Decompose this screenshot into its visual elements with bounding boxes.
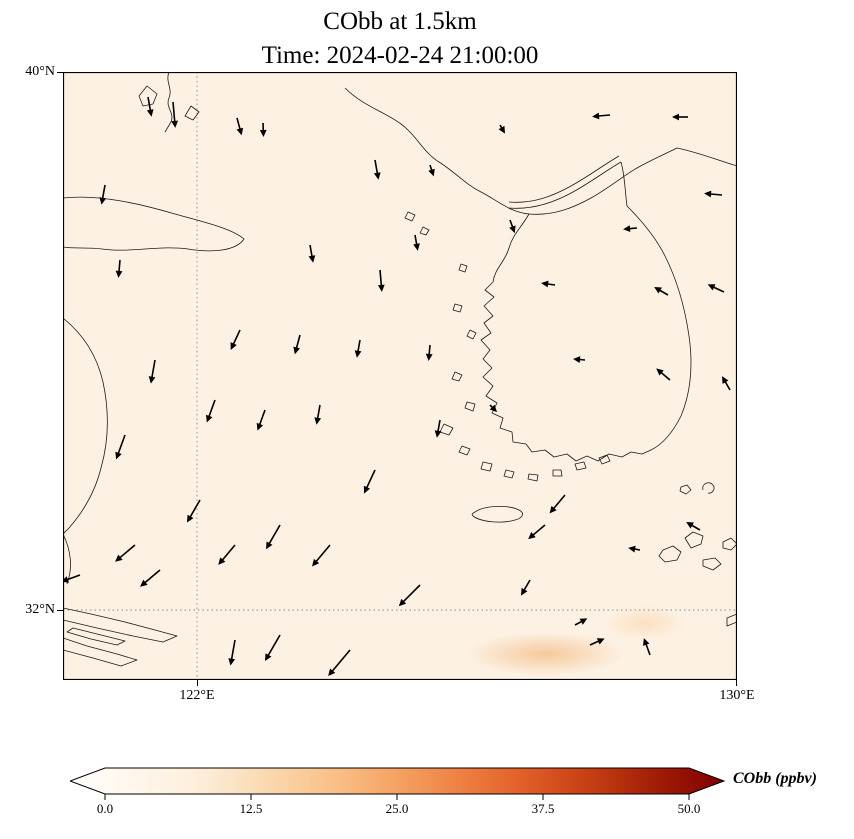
lat-tick-40n xyxy=(57,72,63,73)
chart-title: CObb at 1.5km xyxy=(323,8,477,35)
coastlines xyxy=(63,72,737,667)
colorbar-tick-label: 50.0 xyxy=(677,801,701,816)
map-canvas xyxy=(63,72,737,680)
colorbar-ticks xyxy=(104,794,690,800)
colorbar-label: CObb (ppbv) xyxy=(733,770,817,787)
wind-vectors-layer xyxy=(63,96,731,677)
lat-label-40n: 40°N xyxy=(25,64,55,79)
map-border xyxy=(63,72,737,680)
lat-label-32n: 32°N xyxy=(25,602,55,617)
lon-tick-122e xyxy=(197,680,198,686)
map-panel xyxy=(63,72,737,680)
lon-label-130e: 130°E xyxy=(719,688,755,703)
lat-tick-32n xyxy=(57,610,63,611)
lon-tick-130e xyxy=(736,680,737,686)
colorbar xyxy=(70,767,726,800)
chart-subtitle-time: Time: 2024-02-24 21:00:00 xyxy=(261,42,539,69)
colorbar-bar xyxy=(70,767,726,795)
colorbar-tick-label: 37.5 xyxy=(531,801,555,816)
lon-label-122e: 122°E xyxy=(179,688,215,703)
colorbar-tick-label: 25.0 xyxy=(385,801,409,816)
colorbar-tick-label: 12.5 xyxy=(239,801,263,816)
colorbar-tick-label: 0.0 xyxy=(96,801,114,816)
